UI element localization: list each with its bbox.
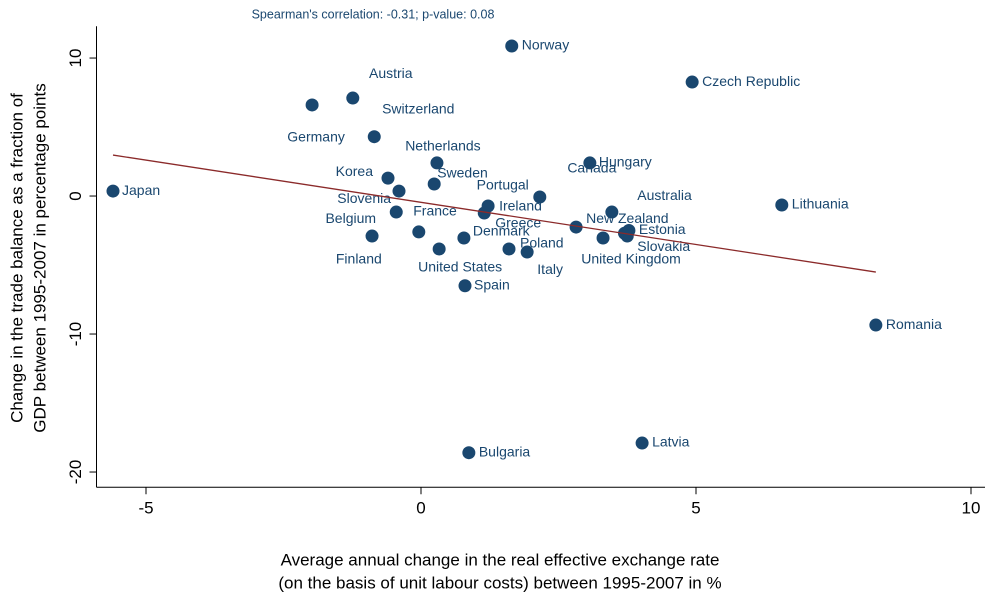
- x-tick-label: -5: [138, 499, 153, 518]
- point: [869, 318, 883, 332]
- point: [502, 242, 516, 256]
- point: [569, 220, 583, 234]
- x-tick-label: 5: [691, 499, 700, 518]
- point-label: Austria: [369, 65, 413, 81]
- point: [412, 225, 426, 239]
- point-label: Switzerland: [382, 100, 454, 116]
- point-label: France: [413, 203, 457, 219]
- point-label: Estonia: [639, 221, 686, 237]
- y-tick-label: 0: [66, 191, 85, 200]
- point-label: United States: [418, 259, 502, 275]
- chart-title: Spearman's correlation: -0.31; p-value: …: [252, 7, 495, 21]
- point: [305, 98, 319, 112]
- point: [106, 184, 120, 198]
- point: [635, 436, 649, 450]
- point-label: Lithuania: [792, 196, 849, 212]
- point-label: Netherlands: [405, 138, 481, 154]
- point-label: Slovenia: [337, 190, 391, 206]
- point: [427, 177, 441, 191]
- point: [605, 205, 619, 219]
- point-label: Latvia: [652, 434, 690, 450]
- fit-line: [112, 154, 876, 273]
- point-label: Japan: [122, 182, 160, 198]
- point-label: Italy: [537, 261, 563, 277]
- point: [596, 231, 610, 245]
- point: [365, 229, 379, 243]
- point-label: Ireland: [499, 198, 542, 214]
- point: [505, 39, 519, 53]
- x-tick-label: 0: [416, 499, 425, 518]
- y-axis-title: Change in the trade balance as a fractio…: [7, 93, 26, 423]
- point-label: Denmark: [473, 223, 531, 239]
- point: [685, 75, 699, 89]
- point: [477, 206, 491, 220]
- point: [583, 156, 597, 170]
- point-label: Hungary: [599, 154, 652, 170]
- y-tick-label: -20: [66, 460, 85, 485]
- point: [457, 231, 471, 245]
- point: [430, 156, 444, 170]
- point: [381, 171, 395, 185]
- point-label: Bulgaria: [479, 443, 531, 459]
- point-label: Portugal: [477, 177, 529, 193]
- point: [346, 91, 360, 105]
- point-label: Australia: [637, 187, 692, 203]
- x-tick-label: 10: [962, 499, 981, 518]
- point: [458, 279, 472, 293]
- point-label: Germany: [287, 129, 345, 145]
- point: [367, 130, 381, 144]
- point-label: New Zealand: [586, 210, 669, 226]
- point-label: Belgium: [325, 210, 376, 226]
- point-label: Canada: [567, 160, 616, 176]
- point-label: Korea: [336, 163, 374, 179]
- point-label: Finland: [336, 251, 382, 267]
- point-label: Czech Republic: [702, 73, 800, 89]
- y-tick-label: 10: [66, 49, 85, 68]
- x-axis-title: Average annual change in the real effect…: [281, 550, 720, 569]
- y-axis-title: GDP between 1995-2007 in percentage poin…: [30, 83, 49, 432]
- point-label: Norway: [522, 37, 569, 53]
- point-label: Poland: [520, 235, 564, 251]
- point: [775, 198, 789, 212]
- point: [620, 229, 634, 243]
- point: [533, 190, 547, 204]
- point: [462, 446, 476, 460]
- point-label: Sweden: [437, 165, 488, 181]
- point: [389, 205, 403, 219]
- point: [392, 184, 406, 198]
- x-axis-title: (on the basis of unit labour costs) betw…: [278, 573, 721, 592]
- y-tick-label: -10: [66, 322, 85, 347]
- point: [432, 242, 446, 256]
- point: [520, 245, 534, 259]
- point-label: Spain: [474, 276, 510, 292]
- point-label: United Kingdom: [581, 251, 681, 267]
- point-label: Romania: [886, 316, 942, 332]
